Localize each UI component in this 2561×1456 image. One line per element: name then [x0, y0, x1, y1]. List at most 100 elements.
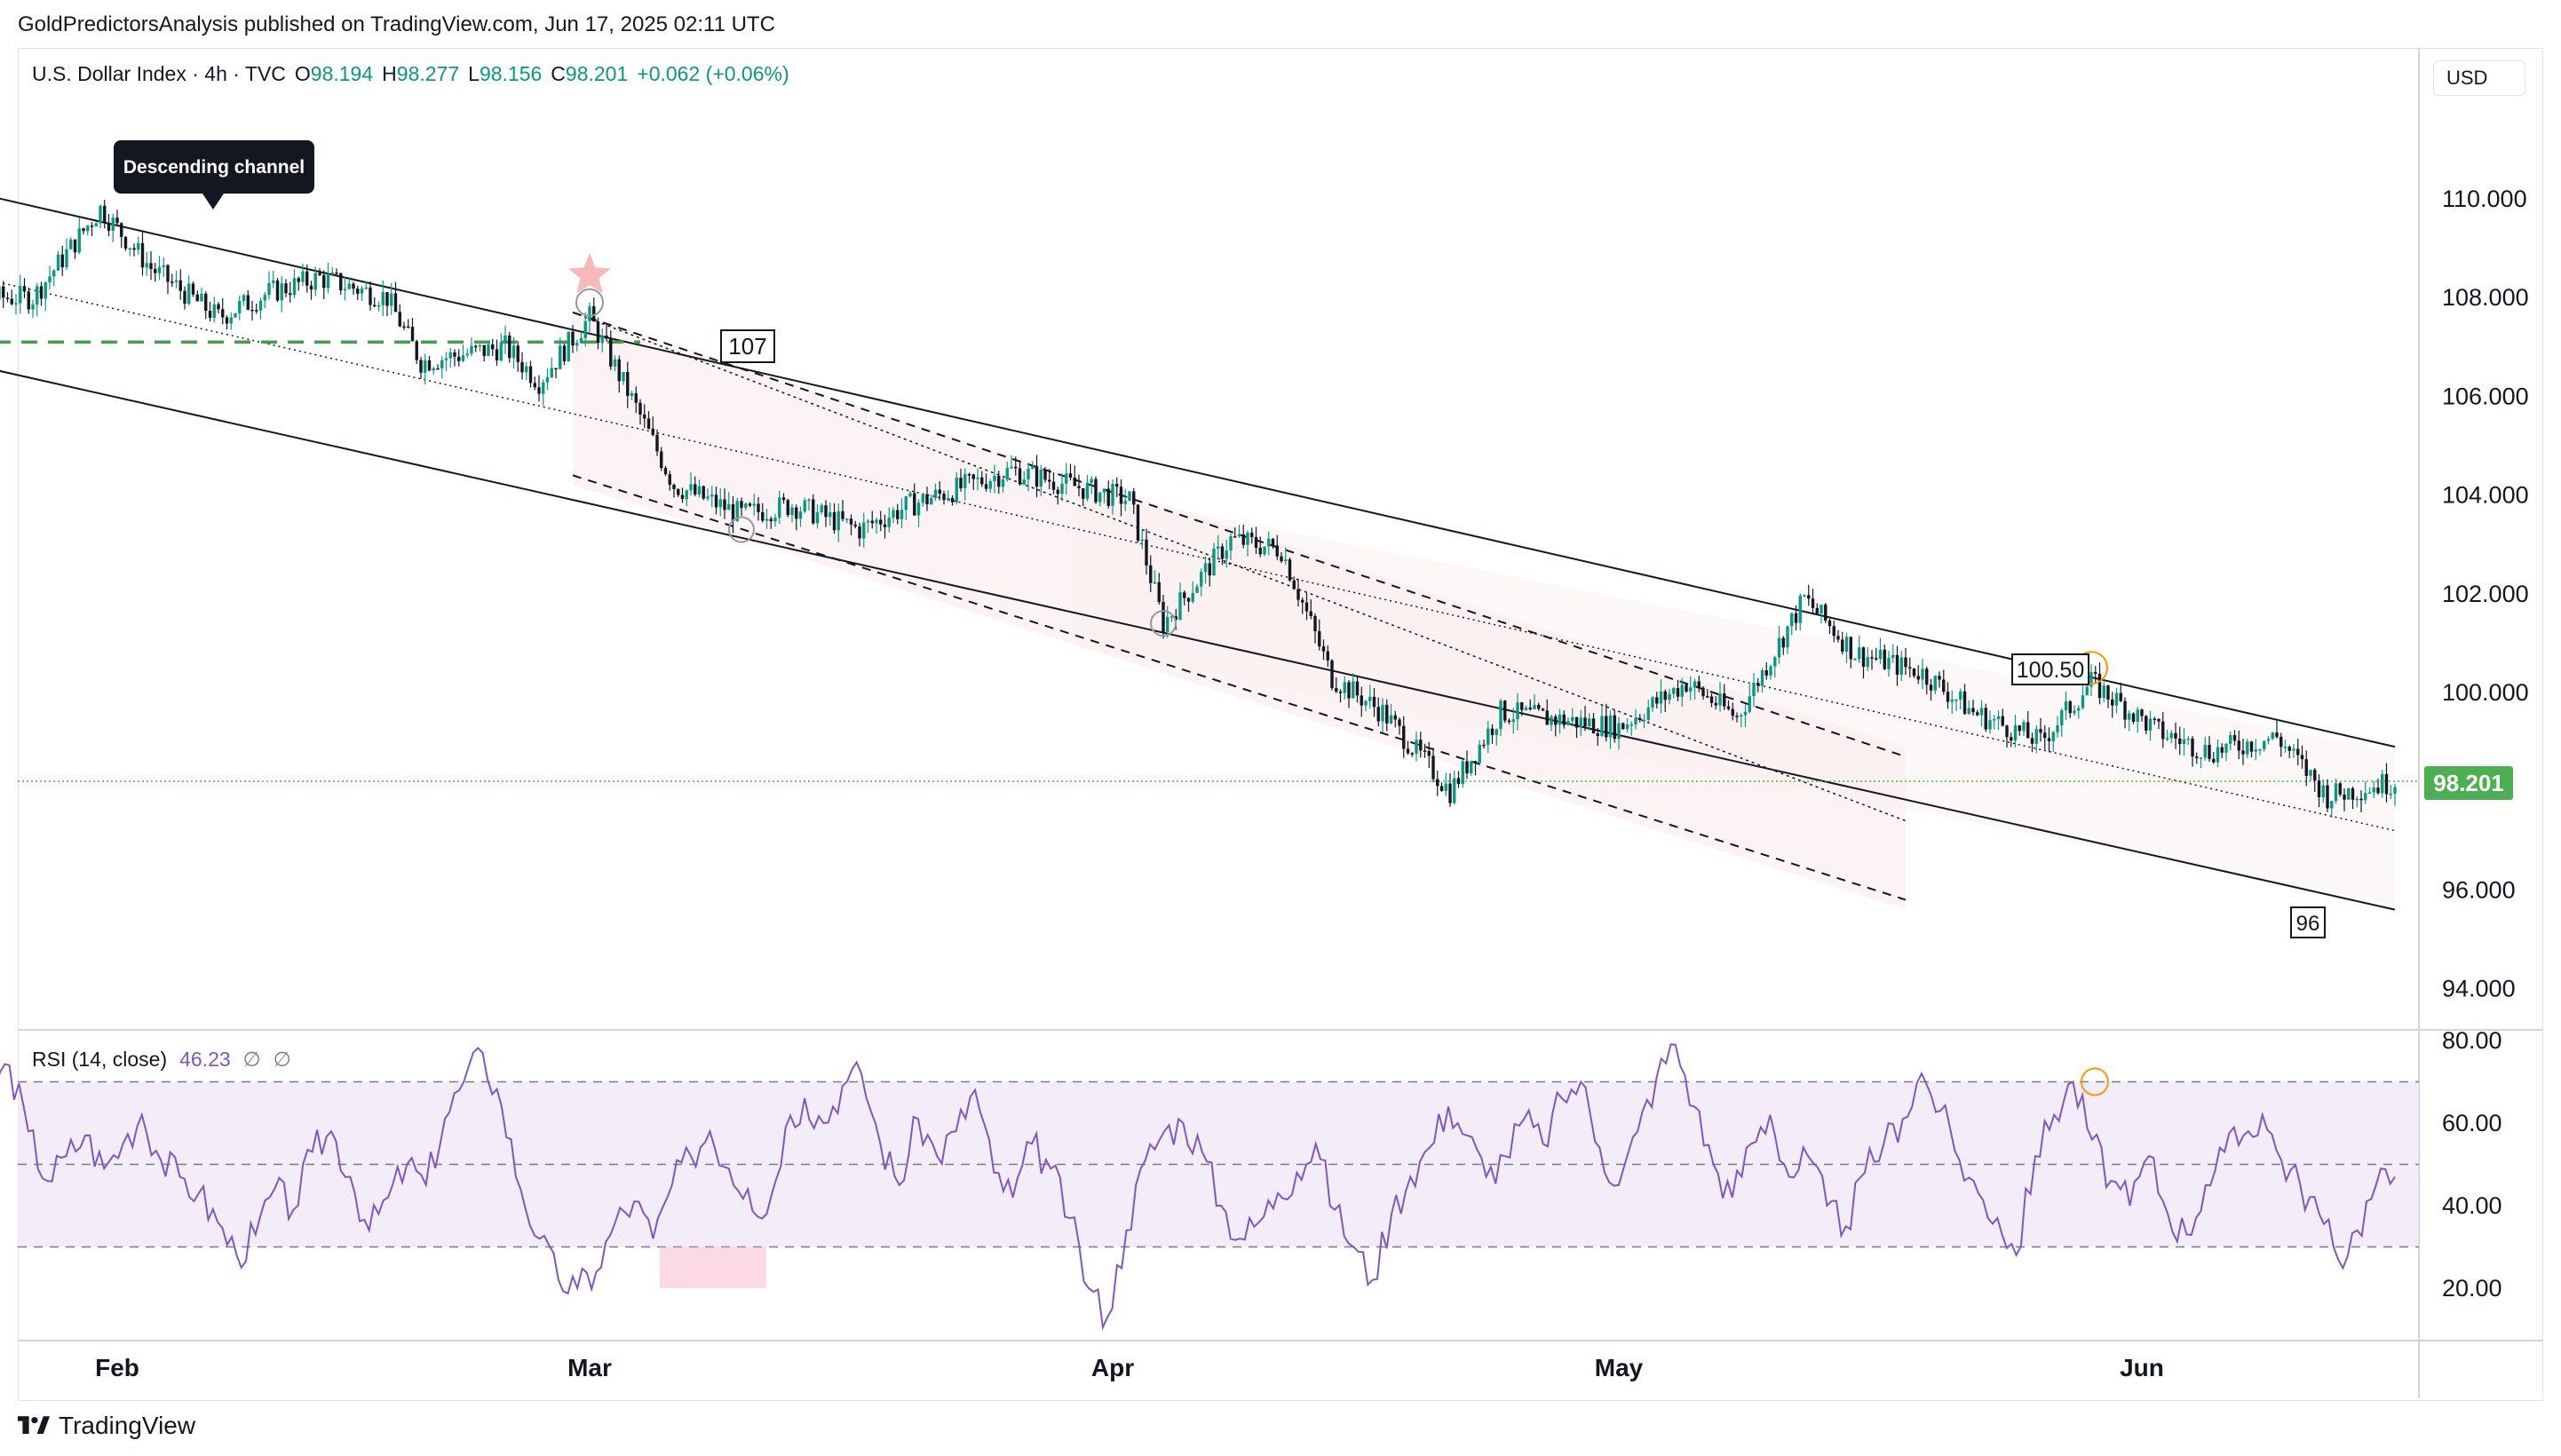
candle-body [1820, 605, 1823, 614]
currency-selector[interactable]: USD [2433, 60, 2525, 96]
candle-body [2128, 713, 2131, 720]
candle-body [373, 305, 377, 307]
rsi-name[interactable]: RSI (14, close) [32, 1048, 168, 1071]
channel-shade-2 [1079, 490, 2395, 906]
symbol-label[interactable]: U.S. Dollar Index · 4h · TVC [32, 62, 286, 85]
candle-body [65, 249, 68, 268]
candle-body [1878, 649, 1883, 660]
candle-body [2140, 709, 2144, 716]
candle-body [887, 517, 891, 527]
candle-body [1625, 724, 1629, 730]
candle-body [508, 335, 511, 359]
candle-body [2237, 740, 2240, 751]
candle-body [1048, 479, 1051, 482]
candle-body [1014, 466, 1018, 469]
candle-body [2232, 734, 2237, 741]
candle-body [94, 223, 98, 227]
candle-body [1233, 536, 1237, 538]
candle-body [757, 503, 760, 512]
pivot-circle [575, 288, 604, 317]
candle-body [714, 495, 718, 508]
candle-body [1706, 696, 1709, 698]
candle-body [1946, 692, 1950, 702]
candle-body [1554, 716, 1558, 725]
candle-body [347, 283, 351, 289]
candle-body [2304, 759, 2308, 776]
candle-body [1111, 484, 1114, 506]
candle-body [1220, 546, 1225, 559]
candle-body [402, 326, 406, 328]
candle-body [1119, 487, 1123, 504]
candle-body [646, 418, 651, 429]
candle-body [1988, 720, 1992, 730]
candle-body [2060, 710, 2064, 725]
candle-body [1296, 589, 1300, 600]
candle-body [415, 341, 418, 360]
candle-body [1183, 592, 1186, 598]
candle-body [2005, 725, 2009, 738]
candle-body [478, 344, 482, 347]
candle-body [1419, 740, 1423, 751]
candle-body [1275, 545, 1279, 557]
brand-name: TradingView [59, 1412, 196, 1439]
parallel-dotted [572, 312, 1907, 822]
level-107-label: 107 [720, 329, 775, 363]
candle-body [812, 499, 815, 524]
rsi-tick-label: 20.00 [2442, 1275, 2502, 1302]
candle-body [1655, 697, 1659, 704]
candle-body [1883, 649, 1886, 669]
tradingview-logo-icon [18, 1416, 50, 1434]
candle-body [234, 313, 237, 318]
candle-body [2114, 692, 2119, 706]
candle-body [1685, 684, 1688, 692]
candle-body [2347, 787, 2351, 800]
tradingview-footer[interactable]: TradingView [18, 1412, 195, 1440]
candle-body [1335, 688, 1338, 692]
candle-body [111, 218, 115, 231]
publisher-line: GoldPredictorsAnalysis published on Trad… [18, 12, 775, 36]
candle-body [1246, 533, 1249, 545]
candle-body [786, 500, 789, 516]
candle-body [10, 298, 13, 305]
candle-body [103, 205, 107, 224]
rsi-tick-label: 40.00 [2442, 1192, 2502, 1219]
candle-body [1613, 715, 1616, 740]
candle-body [444, 358, 448, 360]
candle-body [1347, 682, 1351, 699]
candle-body [781, 497, 786, 501]
candle-body [1528, 708, 1532, 709]
candle-body [1916, 676, 1920, 680]
candle-body [849, 518, 853, 525]
candle-body [1473, 761, 1478, 764]
candle-body [1541, 708, 1545, 711]
candle-body [533, 383, 536, 388]
candle-body [2372, 787, 2375, 793]
chart-frame [18, 48, 2543, 1401]
candle-body [2182, 739, 2186, 744]
candle-body [976, 477, 979, 479]
candle-body [879, 519, 883, 525]
candle-body [1010, 466, 1013, 469]
candle-body [1250, 533, 1254, 537]
candle-body [1465, 761, 1469, 774]
candle-body [2343, 794, 2346, 800]
candle-body [1284, 559, 1288, 562]
star-marker [568, 253, 611, 294]
candle-body [984, 484, 988, 489]
candle-body [803, 500, 806, 512]
candle-body [2381, 773, 2384, 794]
candle-body [2220, 747, 2224, 753]
candle-body [356, 289, 360, 294]
candle-body [326, 273, 330, 289]
candle-body [1073, 477, 1076, 487]
candle-body [1402, 725, 1406, 749]
candle-body [170, 281, 174, 283]
candle-body [1748, 696, 1751, 712]
candle-body [875, 519, 878, 524]
candle-body [2393, 787, 2397, 794]
candle-body [448, 352, 452, 359]
candle-body [1591, 718, 1596, 734]
price-tick-label: 108.000 [2442, 284, 2529, 311]
price-tick-label: 102.000 [2442, 581, 2529, 607]
